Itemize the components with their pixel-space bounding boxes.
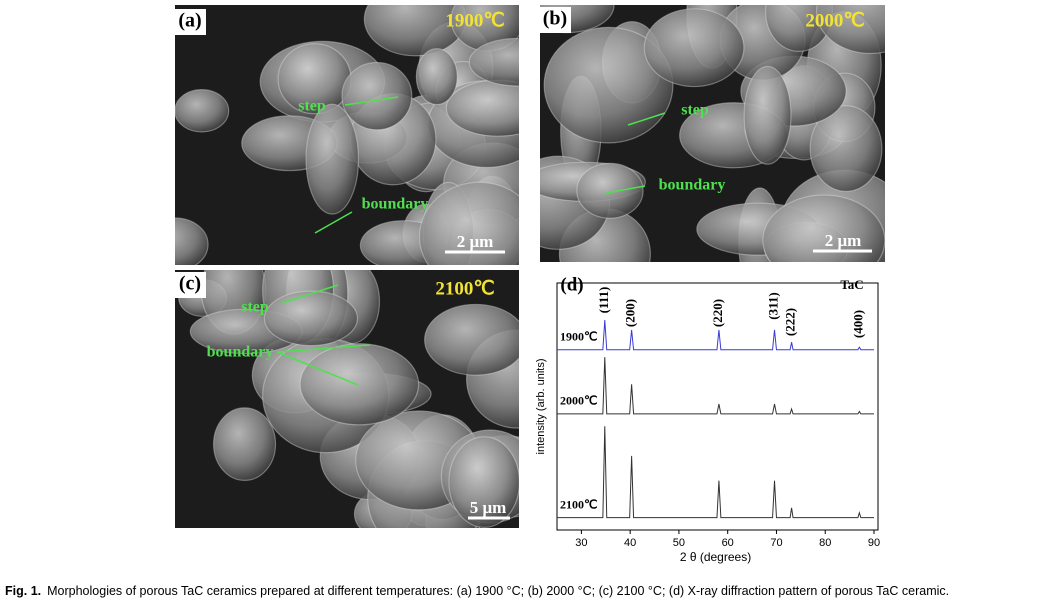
peak-label: (400) xyxy=(850,310,865,338)
caption: Fig. 1. Morphologies of porous TaC cerami… xyxy=(5,584,949,598)
annotation-arrow xyxy=(281,284,339,304)
grain xyxy=(743,65,792,165)
grain xyxy=(175,89,230,133)
peak-label: (200) xyxy=(623,299,638,327)
grain xyxy=(305,103,360,215)
panel-label: (b) xyxy=(543,8,567,30)
panel-label-box xyxy=(539,7,571,33)
x-tick-label: 30 xyxy=(575,537,587,549)
grain xyxy=(263,290,359,347)
peak-label: (222) xyxy=(783,308,798,336)
annotation: boundary xyxy=(362,196,429,213)
x-tick-label: 60 xyxy=(722,537,734,549)
panel-label: (a) xyxy=(178,10,201,32)
scale-bar-label: 2 μm xyxy=(825,231,862,250)
grain xyxy=(809,105,883,193)
annotation-arrow xyxy=(627,112,666,126)
temperature-label: 1900℃ xyxy=(445,10,504,31)
series-label: 1900℃ xyxy=(560,329,597,343)
temperature-label: 2100℃ xyxy=(435,278,494,299)
peak-label: (111) xyxy=(596,287,611,314)
grain xyxy=(762,194,885,262)
temperature-label: 2000℃ xyxy=(805,10,864,31)
annotation: step xyxy=(298,98,326,115)
annotation-arrow xyxy=(605,185,646,194)
grain xyxy=(424,303,519,376)
x-tick-label: 70 xyxy=(770,537,782,549)
xrd-line xyxy=(557,320,874,351)
peak-label: (311) xyxy=(765,292,780,319)
sem-image xyxy=(175,270,519,528)
grain xyxy=(299,343,420,426)
grain xyxy=(341,61,413,131)
y-axis-label: intensity (arb. units) xyxy=(535,359,547,455)
x-axis-label: 2 θ (degrees) xyxy=(680,550,751,564)
annotation: step xyxy=(241,299,269,316)
grain xyxy=(213,407,277,481)
panel-label: (c) xyxy=(179,273,201,295)
caption-text: Morphologies of porous TaC ceramics prep… xyxy=(47,584,949,598)
xrd-line xyxy=(557,426,874,519)
sem-image xyxy=(175,5,519,265)
annotation: boundary xyxy=(207,344,274,361)
annotation: boundary xyxy=(659,177,726,194)
annotation-arrow xyxy=(276,351,359,386)
chart-title: TaC xyxy=(840,277,863,292)
x-tick-label: 80 xyxy=(819,537,831,549)
panel-label: (d) xyxy=(560,274,583,295)
annotation: step xyxy=(681,102,709,119)
caption-label: Fig. 1. xyxy=(5,584,41,598)
annotation-arrow xyxy=(276,344,371,353)
scale-bar-label: 2 μm xyxy=(457,232,494,251)
grain xyxy=(445,79,519,137)
grain xyxy=(415,48,458,106)
grain xyxy=(815,5,885,55)
x-tick-label: 40 xyxy=(624,537,636,549)
grain xyxy=(543,26,674,144)
x-tick-label: 90 xyxy=(868,537,880,549)
peak-label: (220) xyxy=(710,299,725,327)
panel-label-box xyxy=(174,9,206,35)
grain xyxy=(448,436,519,528)
annotation-arrow xyxy=(344,96,399,106)
grain xyxy=(175,217,209,265)
sem-image xyxy=(540,5,885,262)
grain xyxy=(576,162,644,219)
grain xyxy=(468,37,519,87)
grain xyxy=(643,8,745,88)
series-label: 2100℃ xyxy=(560,497,597,511)
xrd-line xyxy=(557,357,874,415)
annotation-arrow xyxy=(314,211,353,234)
x-tick-label: 50 xyxy=(673,537,685,549)
grain xyxy=(418,181,519,265)
series-label: 2000℃ xyxy=(560,394,597,408)
scale-bar-label: 5 μm xyxy=(470,498,507,517)
plot-frame xyxy=(556,282,879,531)
panel-label-box xyxy=(174,272,206,298)
